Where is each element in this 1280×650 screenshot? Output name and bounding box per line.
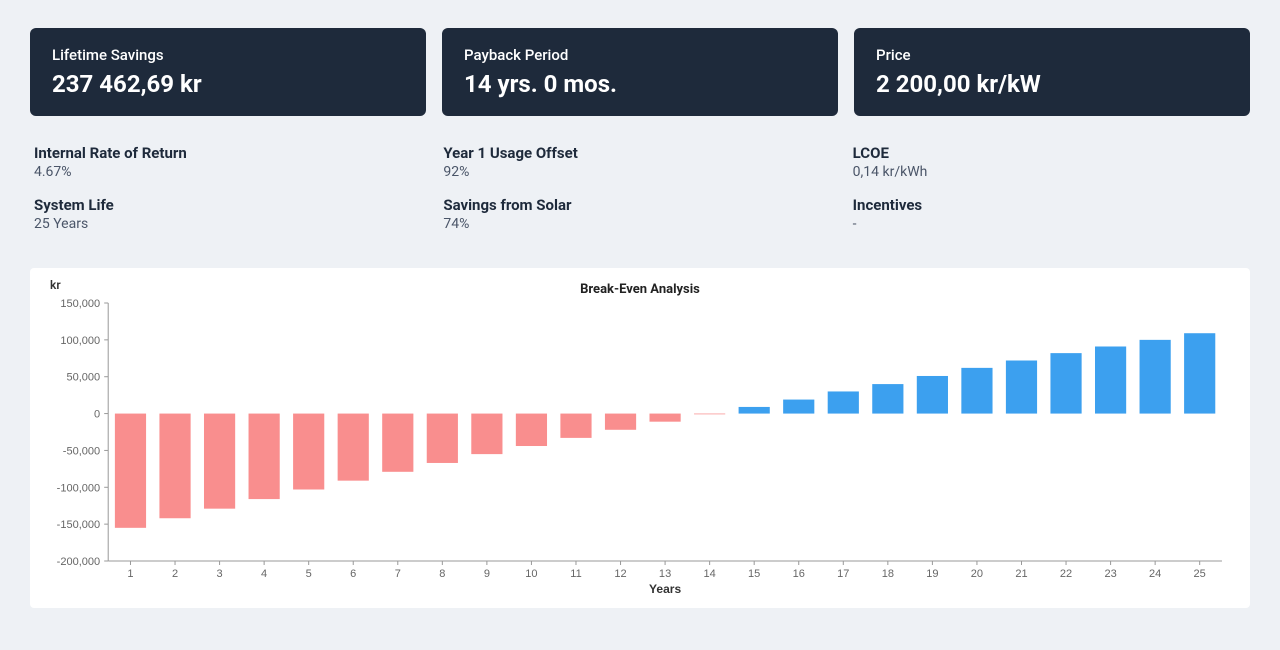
card-price: Price 2 200,00 kr/kW <box>854 28 1250 116</box>
svg-text:Years: Years <box>649 582 681 596</box>
card-label: Lifetime Savings <box>52 46 404 64</box>
metric-value: - <box>853 216 1246 232</box>
svg-text:21: 21 <box>1015 568 1027 580</box>
metric-value: 4.67% <box>34 164 427 180</box>
svg-text:22: 22 <box>1060 568 1072 580</box>
card-label: Payback Period <box>464 46 816 64</box>
svg-text:12: 12 <box>614 568 626 580</box>
svg-text:13: 13 <box>659 568 671 580</box>
svg-text:150,000: 150,000 <box>60 298 100 310</box>
break-even-chart: kr Break-Even Analysis -200,000-150,000-… <box>30 268 1250 608</box>
metric-value: 74% <box>443 216 836 232</box>
svg-text:-50,000: -50,000 <box>63 445 100 457</box>
svg-text:23: 23 <box>1104 568 1116 580</box>
svg-text:11: 11 <box>570 568 581 580</box>
card-value: 237 462,69 kr <box>52 70 404 98</box>
svg-text:4: 4 <box>261 568 267 580</box>
metric-value: 0,14 kr/kWh <box>853 164 1246 180</box>
metrics-col-3: LCOE 0,14 kr/kWh Incentives - <box>853 144 1246 248</box>
svg-text:2: 2 <box>172 568 178 580</box>
metric-label: LCOE <box>853 144 1246 162</box>
svg-text:16: 16 <box>793 568 805 580</box>
chart-title: Break-Even Analysis <box>48 276 1232 297</box>
metric-label: Incentives <box>853 196 1246 214</box>
card-value: 14 yrs. 0 mos. <box>464 70 816 98</box>
metric-irr: Internal Rate of Return 4.67% <box>34 144 427 180</box>
svg-text:50,000: 50,000 <box>66 372 100 384</box>
svg-text:10: 10 <box>525 568 537 580</box>
svg-text:8: 8 <box>439 568 445 580</box>
metrics-row: Internal Rate of Return 4.67% System Lif… <box>30 144 1250 248</box>
metric-label: System Life <box>34 196 427 214</box>
svg-text:14: 14 <box>703 568 715 580</box>
summary-cards-row: Lifetime Savings 237 462,69 kr Payback P… <box>30 28 1250 116</box>
svg-text:100,000: 100,000 <box>60 335 100 347</box>
svg-text:6: 6 <box>350 568 356 580</box>
svg-text:18: 18 <box>882 568 894 580</box>
svg-text:5: 5 <box>306 568 312 580</box>
card-value: 2 200,00 kr/kW <box>876 70 1228 98</box>
svg-text:1: 1 <box>127 568 133 580</box>
card-lifetime-savings: Lifetime Savings 237 462,69 kr <box>30 28 426 116</box>
metric-value: 25 Years <box>34 216 427 232</box>
metrics-col-1: Internal Rate of Return 4.67% System Lif… <box>34 144 427 248</box>
metric-label: Internal Rate of Return <box>34 144 427 162</box>
metric-label: Savings from Solar <box>443 196 836 214</box>
metric-label: Year 1 Usage Offset <box>443 144 836 162</box>
svg-text:24: 24 <box>1149 568 1161 580</box>
svg-text:-150,000: -150,000 <box>57 519 101 531</box>
svg-text:7: 7 <box>395 568 401 580</box>
svg-text:9: 9 <box>484 568 490 580</box>
metric-savings-solar: Savings from Solar 74% <box>443 196 836 232</box>
svg-text:-200,000: -200,000 <box>57 556 101 568</box>
svg-text:-100,000: -100,000 <box>57 482 101 494</box>
svg-text:17: 17 <box>837 568 849 580</box>
metric-system-life: System Life 25 Years <box>34 196 427 232</box>
svg-text:3: 3 <box>217 568 223 580</box>
card-label: Price <box>876 46 1228 64</box>
metric-lcoe: LCOE 0,14 kr/kWh <box>853 144 1246 180</box>
chart-svg: -200,000 -150,000 -100,000 -50,000 0 50,000 10… <box>48 297 1232 597</box>
svg-text:20: 20 <box>971 568 983 580</box>
metric-incentives: Incentives - <box>853 196 1246 232</box>
svg-text:15: 15 <box>748 568 760 580</box>
svg-text:19: 19 <box>926 568 938 580</box>
card-payback-period: Payback Period 14 yrs. 0 mos. <box>442 28 838 116</box>
chart-unit-label: kr <box>50 278 61 292</box>
metrics-col-2: Year 1 Usage Offset 92% Savings from Sol… <box>443 144 836 248</box>
metric-value: 92% <box>443 164 836 180</box>
svg-text:25: 25 <box>1194 568 1206 580</box>
svg-text:0: 0 <box>94 409 100 421</box>
metric-year1-offset: Year 1 Usage Offset 92% <box>443 144 836 180</box>
